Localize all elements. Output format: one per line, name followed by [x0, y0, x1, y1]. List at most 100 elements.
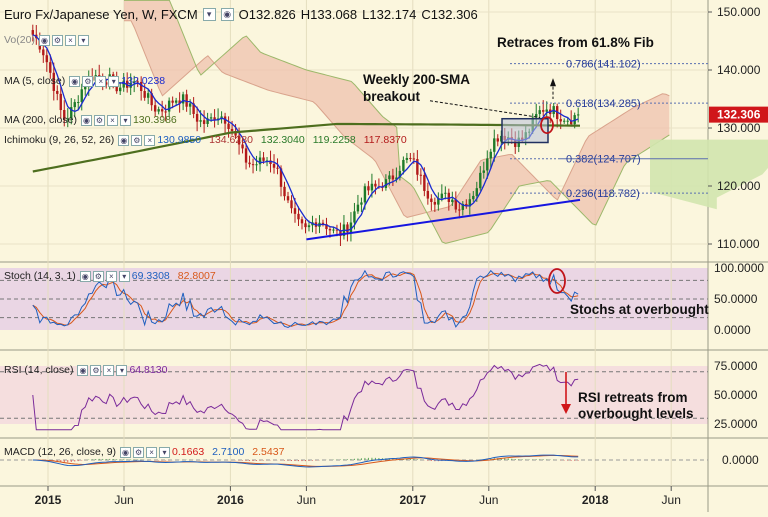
candle-body: [192, 103, 195, 114]
candle-body: [286, 196, 290, 201]
rsi-annotation-line1: RSI retreats from: [578, 390, 688, 405]
eye-icon[interactable]: ◉: [80, 114, 92, 126]
candle-body: [80, 89, 83, 103]
legend-macd[interactable]: MACD (12, 26, close, 9) ◉ ⚙ × ▾ 0.1663 2…: [4, 446, 292, 458]
candle-body: [398, 170, 402, 178]
settings-icon[interactable]: ⚙: [133, 446, 145, 458]
candle-body: [363, 186, 367, 203]
candle-body: [185, 94, 188, 107]
eye-icon[interactable]: ◉: [118, 134, 130, 146]
rsi-label: RSI (14, close): [4, 364, 74, 376]
settings-icon[interactable]: ⚙: [131, 134, 143, 146]
candle-body: [304, 223, 307, 228]
stoch-annotation: Stochs at overbought: [570, 302, 709, 317]
candle-body: [465, 203, 468, 207]
candle-body: [258, 157, 262, 165]
close-icon[interactable]: ×: [95, 75, 107, 87]
legend-stoch[interactable]: Stoch (14, 3, 1) ◉ ⚙ × ▾ 69.3308 82.8007: [4, 270, 224, 282]
candle-body: [412, 158, 416, 160]
eye-icon[interactable]: ◉: [38, 34, 50, 46]
close-icon[interactable]: ×: [146, 446, 158, 458]
candle-body: [150, 93, 153, 106]
support-trendline: [306, 198, 581, 241]
candle-body: [374, 183, 377, 187]
candle-body: [251, 164, 255, 166]
eye-icon[interactable]: ◉: [120, 446, 132, 458]
candle-body: [472, 195, 475, 200]
more-icon[interactable]: ▾: [159, 446, 171, 458]
close-icon[interactable]: ×: [64, 34, 76, 46]
candle-body: [237, 135, 241, 145]
more-icon[interactable]: ▾: [116, 364, 128, 376]
candle-body: [493, 138, 496, 152]
axis-layer: 150.000 140.000 130.000 120.000 110.000 132.3…: [35, 5, 768, 507]
candle-body: [234, 131, 237, 136]
stoch-k-line: [32, 269, 579, 328]
rsi-value: 64.8130: [129, 364, 168, 376]
candle-body: [293, 208, 297, 214]
time-tick-label: Jun: [297, 493, 316, 507]
fib-level-label: 0.618(134.285): [566, 98, 641, 110]
candle-body: [496, 138, 499, 142]
candle-body: [227, 123, 230, 129]
macd-signal-value: 2.5437: [252, 446, 285, 458]
stoch-tick-label: 50.0000: [714, 292, 758, 306]
more-icon[interactable]: ▾: [119, 114, 131, 126]
close-icon[interactable]: ×: [103, 364, 115, 376]
candle-body: [209, 117, 213, 119]
candle-body: [42, 49, 45, 56]
symbol-header: Euro Fx/Japanese Yen, W, FXCM ▾ ◉ O132.8…: [4, 6, 483, 22]
macd-label: MACD (12, 26, close, 9): [4, 446, 117, 458]
rsi-tick-label: 50.0000: [714, 388, 758, 402]
ichimoku-senkou-b: 117.8370: [363, 134, 407, 146]
settings-icon[interactable]: ⚙: [82, 75, 94, 87]
sma-annotation-line1: Weekly 200-SMA: [363, 72, 470, 87]
candle-body: [321, 222, 325, 225]
candle-body: [213, 117, 216, 121]
close-icon[interactable]: ×: [144, 134, 156, 146]
legend-rsi[interactable]: RSI (14, close) ◉ ⚙ × ▾ 64.8130: [4, 364, 175, 376]
senkou-a-line: [124, 20, 670, 218]
visibility-icon[interactable]: ◉: [220, 7, 234, 21]
stoch-k-value: 69.3308: [131, 270, 170, 282]
candle-body: [468, 199, 471, 207]
eye-icon[interactable]: ◉: [77, 364, 89, 376]
candle-body: [244, 148, 248, 163]
close-icon[interactable]: ×: [106, 114, 118, 126]
stoch-tick-label: 0.0000: [714, 323, 751, 337]
eye-icon[interactable]: ◉: [69, 75, 81, 87]
price-tick-label: 140.000: [717, 63, 761, 77]
legend-ma5[interactable]: MA (5, close) ◉ ⚙ × ▾ 132.0238: [4, 75, 173, 87]
more-icon[interactable]: ▾: [108, 75, 120, 87]
settings-icon[interactable]: ⚙: [90, 364, 102, 376]
candle-body: [409, 157, 412, 159]
candle-body: [262, 157, 265, 161]
fib-level-label: 0.382(124.707): [566, 154, 641, 166]
ma200-line: [32, 122, 581, 173]
candle-body: [188, 103, 192, 107]
close-icon[interactable]: ×: [105, 270, 117, 282]
ichimoku-tenkan: 130.9850: [157, 134, 202, 146]
legend-ichimoku[interactable]: Ichimoku (9, 26, 52, 26) ◉ ⚙ × 130.9850 …: [4, 134, 415, 146]
candle-body: [475, 188, 478, 196]
more-icon[interactable]: ▾: [118, 270, 130, 282]
candle-body: [307, 225, 311, 228]
candle-body: [566, 120, 569, 122]
legend-ma200[interactable]: MA (200, close) ◉ ⚙ × ▾ 130.3986: [4, 114, 185, 126]
symbol-title: Euro Fx/Japanese Yen, W, FXCM: [4, 6, 198, 22]
eye-icon[interactable]: ◉: [79, 270, 91, 282]
candle-body: [167, 100, 171, 112]
candle-body: [328, 229, 332, 231]
settings-icon[interactable]: ⚙: [93, 114, 105, 126]
settings-icon[interactable]: ⚙: [92, 270, 104, 282]
sma-arrow-line: [429, 100, 541, 119]
fib-level-label: 0.786(141.102): [566, 59, 641, 71]
candle-body: [77, 102, 80, 104]
symbol-dropdown-icon[interactable]: ▾: [202, 7, 216, 21]
legend-vol[interactable]: Vo(20) ◉ ⚙ × ▾: [4, 34, 91, 46]
ichimoku-senkou-a: 119.2258: [312, 134, 356, 146]
settings-icon[interactable]: ⚙: [51, 34, 63, 46]
candle-body: [545, 109, 548, 112]
more-icon[interactable]: ▾: [77, 34, 89, 46]
candle-body: [461, 203, 465, 210]
